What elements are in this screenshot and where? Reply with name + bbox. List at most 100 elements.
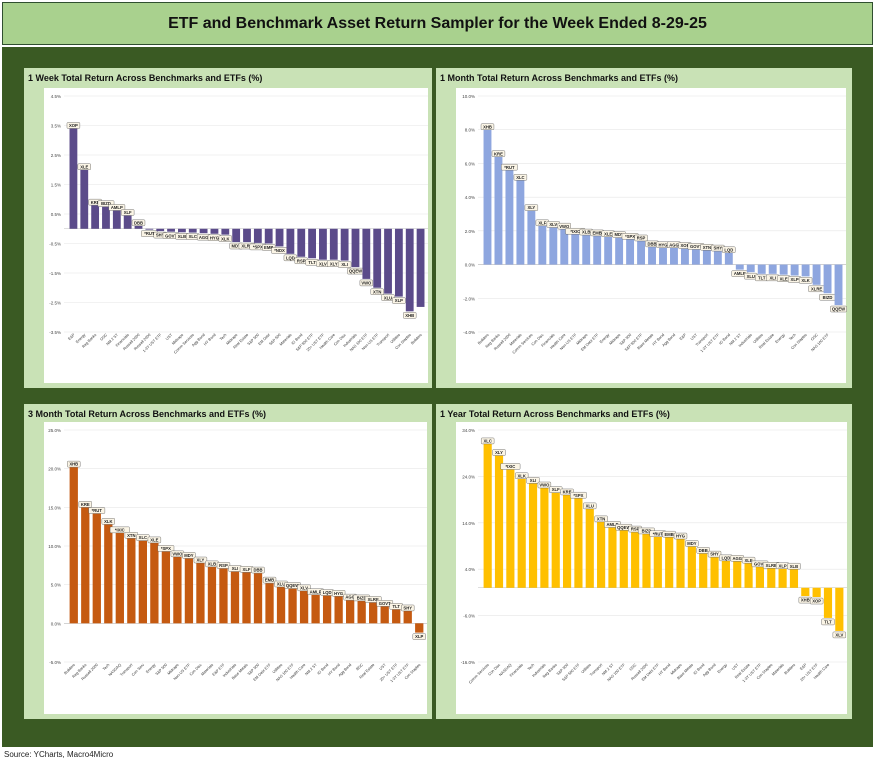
category-label: Tech	[788, 333, 797, 342]
bar-data-label: AGG	[667, 241, 681, 248]
bar	[384, 228, 392, 294]
chart-title: 3 Month Total Return Across Benchmarks a…	[28, 409, 267, 419]
svg-text:SHY: SHY	[710, 552, 719, 557]
bar	[721, 560, 730, 588]
bar	[483, 129, 492, 265]
svg-text:XLP: XLP	[779, 563, 787, 568]
bar-data-label: LQD	[719, 554, 733, 562]
bar-data-label: XLP	[775, 562, 790, 569]
svg-text:XLE: XLE	[745, 558, 753, 563]
bar	[219, 568, 228, 624]
svg-text:*RUT: *RUT	[144, 231, 155, 236]
bar-data-label: XLY	[524, 204, 539, 211]
svg-text:TLT: TLT	[393, 604, 401, 609]
bar	[405, 228, 414, 312]
panel-3-month: 3 Month Total Return Across Benchmarks a…	[24, 404, 432, 719]
svg-text:LQD: LQD	[323, 590, 332, 595]
bar-data-label: *NDX	[271, 247, 288, 254]
bar-data-label: XTN	[370, 288, 384, 295]
category-label: Builders	[784, 663, 797, 676]
bar	[362, 228, 371, 279]
svg-text:EMB: EMB	[593, 231, 602, 236]
bar	[161, 551, 171, 624]
bar-data-label: XLV	[832, 631, 846, 639]
svg-text:XLI: XLI	[769, 275, 776, 280]
category-label: Materials	[771, 663, 785, 677]
bar	[242, 572, 251, 624]
bar	[494, 156, 503, 265]
bar	[357, 600, 366, 624]
svg-text:DBB: DBB	[699, 548, 708, 553]
bar-data-label: *SPX	[157, 545, 175, 552]
bar	[210, 228, 219, 234]
y-tick-label: -1.5%	[49, 271, 61, 276]
svg-text:XLY: XLY	[197, 558, 205, 563]
category-label: Tech	[102, 663, 111, 672]
bar-data-label: XLK	[101, 518, 115, 525]
bar	[319, 228, 327, 260]
svg-text:XLC: XLC	[483, 439, 491, 444]
category-label: S&P 500	[155, 663, 168, 676]
panel-1-week: 1 Week Total Return Across Benchmarks an…	[24, 68, 432, 388]
y-tick-label: 20.0%	[48, 467, 61, 472]
bar	[670, 247, 678, 265]
chart-1-month: -4.0%-2.0%0.0%2.0%4.0%6.0%8.0%10.0%XHBBu…	[462, 94, 847, 355]
bar	[392, 609, 401, 624]
bar-data-label: XHB	[67, 460, 81, 468]
bar	[207, 566, 217, 624]
bar	[516, 180, 525, 265]
svg-text:*IXIC: *IXIC	[505, 464, 515, 469]
category-label: NM 2 ST	[304, 662, 318, 676]
svg-text:*NDX: *NDX	[274, 248, 285, 253]
svg-text:QQEW: QQEW	[349, 269, 362, 274]
bar	[648, 246, 656, 265]
bar	[80, 169, 89, 229]
svg-text:TLT: TLT	[824, 620, 832, 625]
bar-data-label: *IXIC	[500, 463, 521, 470]
svg-text:LQD: LQD	[286, 255, 295, 260]
svg-text:*IXIC: *IXIC	[115, 527, 125, 532]
bar-data-label: XOP	[809, 597, 824, 605]
svg-text:KRE: KRE	[494, 151, 503, 156]
bar	[767, 568, 776, 588]
svg-text:XLE: XLE	[80, 164, 88, 169]
svg-text:XLF: XLF	[243, 567, 251, 572]
svg-text:SHY: SHY	[714, 246, 723, 251]
bar	[506, 469, 515, 588]
category-label: OSC	[100, 333, 109, 342]
svg-text:GOVT: GOVT	[379, 601, 391, 606]
svg-text:XLY: XLY	[527, 205, 535, 210]
svg-text:BIZD: BIZD	[642, 529, 652, 534]
category-label: E&P	[67, 333, 76, 342]
y-tick-label: 15.0%	[48, 505, 61, 510]
bar	[334, 596, 343, 624]
svg-text:*RUT: *RUT	[653, 531, 664, 536]
source-note: Source: YCharts, Macro4Micro	[4, 750, 114, 759]
bar	[288, 588, 297, 624]
svg-text:BIZD: BIZD	[823, 295, 833, 300]
svg-text:XTN: XTN	[127, 533, 135, 538]
bar	[253, 228, 262, 243]
bar-data-label: SHY	[707, 550, 722, 558]
category-label: UST	[379, 662, 388, 671]
bar	[835, 587, 844, 631]
bar-data-label: XLK	[798, 277, 813, 284]
svg-text:XLC: XLC	[516, 175, 524, 180]
svg-text:XLC: XLC	[139, 535, 147, 540]
category-label: HY Bond	[658, 663, 672, 677]
bar-data-label: XLE	[147, 536, 162, 544]
bar-data-label: HYG	[331, 590, 346, 597]
bar-data-label: XLV	[297, 584, 311, 592]
svg-text:VWO: VWO	[172, 551, 183, 556]
bar	[812, 587, 821, 598]
bar	[145, 228, 154, 230]
bar	[403, 610, 412, 624]
svg-text:MDY: MDY	[184, 553, 194, 558]
bar	[713, 251, 722, 265]
category-label: Con Serv	[131, 663, 145, 677]
y-tick-label: -0.5%	[49, 242, 61, 247]
bar-data-label: *SPX	[249, 243, 267, 251]
svg-text:HYG: HYG	[658, 242, 667, 247]
bar	[823, 264, 832, 294]
bar-data-label: MDY	[182, 552, 196, 559]
